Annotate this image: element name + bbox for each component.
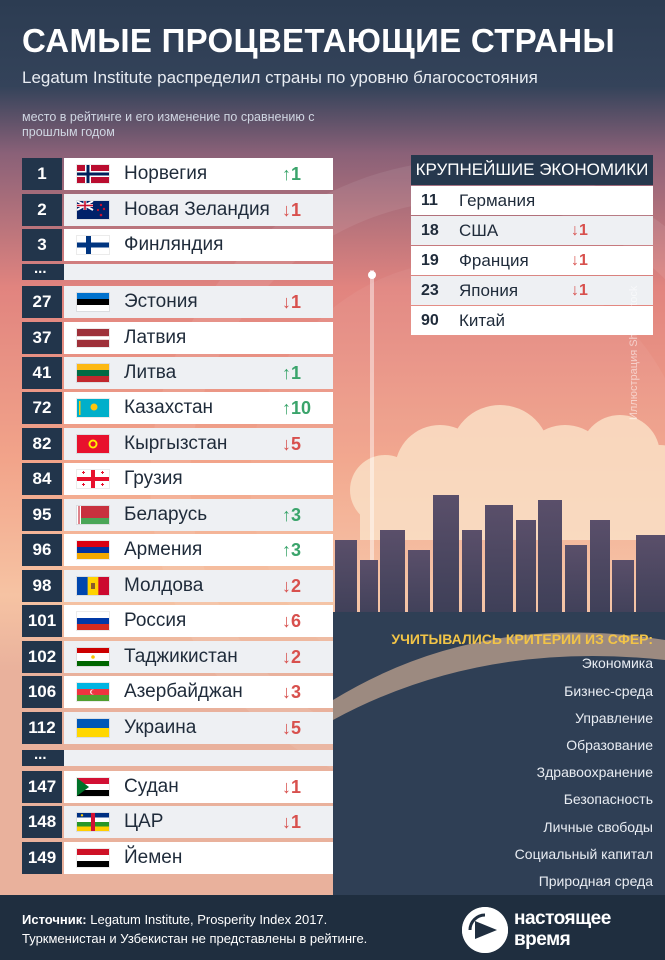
source-label: Источник: bbox=[22, 912, 87, 927]
logo-line2: время bbox=[514, 929, 571, 950]
play-logo-icon bbox=[462, 907, 508, 953]
criteria-item: Экономика bbox=[581, 655, 653, 671]
economy-rank: 18 bbox=[421, 222, 439, 239]
criteria-item: Социальный капитал bbox=[514, 846, 653, 862]
criteria-item: Здравоохранение bbox=[536, 764, 653, 780]
economies-title: КРУПНЕЙШИЕ ЭКОНОМИКИ bbox=[411, 155, 653, 185]
criteria-title: УЧИТЫВАЛИСЬ КРИТЕРИИ ИЗ СФЕР: bbox=[391, 631, 653, 647]
criteria-item: Образование bbox=[566, 737, 653, 753]
economy-change: ↓1 bbox=[571, 222, 588, 239]
economy-row: 23 Япония ↓1 bbox=[411, 276, 653, 305]
economy-rank: 23 bbox=[421, 282, 439, 299]
economy-row: 90 Китай bbox=[411, 306, 653, 335]
criteria-item: Управление bbox=[575, 710, 653, 726]
economy-country: Франция bbox=[459, 251, 529, 270]
economy-row: 11 Германия bbox=[411, 186, 653, 215]
economy-row: 18 США ↓1 bbox=[411, 216, 653, 245]
page-title: САМЫЕ ПРОЦВЕТАЮЩИЕ СТРАНЫ bbox=[22, 22, 615, 59]
economy-row: 19 Франция ↓1 bbox=[411, 246, 653, 275]
economy-rank: 90 bbox=[421, 312, 439, 329]
economy-change: ↓1 bbox=[571, 282, 588, 299]
criteria-item: Личные свободы bbox=[543, 819, 653, 835]
source-text: Legatum Institute, Prosperity Index 2017… bbox=[86, 912, 328, 927]
economy-rank: 19 bbox=[421, 252, 439, 269]
economy-country: Япония bbox=[459, 281, 519, 300]
economy-change: ↓1 bbox=[571, 252, 588, 269]
criteria-item: Бизнес-среда bbox=[564, 683, 653, 699]
economy-country: Германия bbox=[459, 191, 536, 210]
image-credit: Иллюстрация Shutterstock bbox=[628, 285, 640, 420]
page-subtitle: Legatum Institute распределил страны по … bbox=[22, 68, 538, 87]
source-note: Источник: Legatum Institute, Prosperity … bbox=[22, 910, 367, 948]
criteria-item: Безопасность bbox=[563, 791, 653, 807]
economies-table: 11 Германия 18 США ↓1 19 Франция ↓1 23 Я… bbox=[411, 186, 653, 339]
economy-country: США bbox=[459, 221, 499, 240]
footer-note: Туркменистан и Узбекистан не представлен… bbox=[22, 931, 368, 946]
criteria-item: Природная среда bbox=[538, 873, 653, 889]
economy-country: Китай bbox=[459, 311, 505, 330]
logo-line1: настоящее bbox=[514, 908, 611, 929]
ranking-note: место в рейтинге и его изменение по срав… bbox=[22, 110, 315, 139]
brand-logo[interactable]: настоящее время bbox=[462, 903, 657, 955]
economy-rank: 11 bbox=[421, 192, 438, 209]
